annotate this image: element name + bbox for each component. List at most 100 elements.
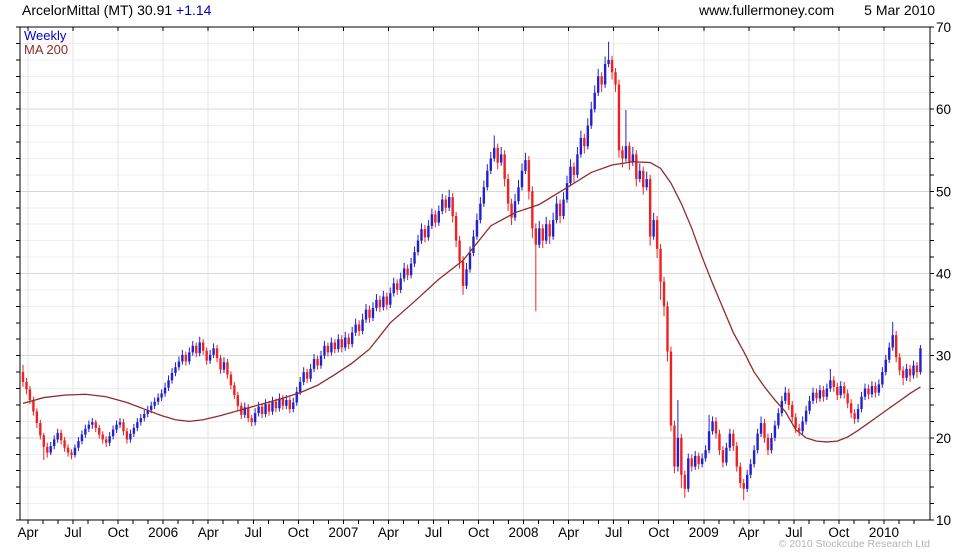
candlestick-down <box>434 214 437 223</box>
candlestick-down <box>281 398 285 406</box>
candlestick-down <box>822 390 825 397</box>
x-axis-label: Jul <box>64 525 81 540</box>
candlestick-down <box>316 358 319 366</box>
candlestick-down <box>766 437 770 451</box>
candlestick-up <box>271 401 274 412</box>
candlestick-down <box>655 220 659 249</box>
candlestick-down <box>347 337 350 345</box>
candlestick-up <box>773 425 777 438</box>
candlestick-up <box>208 354 212 361</box>
candlestick-up <box>91 422 94 425</box>
candlestick-down <box>635 154 638 180</box>
candlestick-down <box>247 407 250 419</box>
candlestick-down <box>233 385 236 396</box>
candlestick-up <box>475 220 479 237</box>
candlestick-up <box>756 433 759 451</box>
candlestick-up <box>285 400 288 406</box>
legend-ma200: MA 200 <box>24 42 69 57</box>
y-axis-label: 30 <box>936 349 951 364</box>
candlestick-up <box>361 319 364 332</box>
candlestick-down <box>229 374 233 386</box>
candlestick-down <box>260 406 264 415</box>
candlestick-up <box>905 368 908 378</box>
candlestick-up <box>801 421 804 432</box>
candlestick-down <box>39 423 42 436</box>
candlestick-up <box>818 390 822 399</box>
candlestick-up <box>586 125 589 147</box>
candlestick-up <box>652 220 655 237</box>
candlestick-down <box>454 215 458 241</box>
candlestick-down <box>201 342 205 351</box>
y-axis-label: 20 <box>936 431 951 446</box>
candlestick-down <box>846 393 849 404</box>
candlestick-down <box>548 224 551 237</box>
x-axis-label: 2008 <box>509 525 539 540</box>
candlestick-down <box>226 362 229 375</box>
candlestick-down <box>680 437 683 475</box>
candlestick-down <box>104 439 108 443</box>
candlestick-up <box>645 179 648 188</box>
candlestick-up <box>569 166 572 184</box>
candlestick-up <box>177 361 181 368</box>
candlestick-up <box>243 407 246 415</box>
candlestick-up <box>856 409 860 419</box>
candlestick-up <box>354 324 357 333</box>
candlestick-up <box>118 422 122 425</box>
candlestick-up <box>770 437 773 451</box>
candlestick-up <box>499 154 503 163</box>
candlestick-up <box>565 183 569 200</box>
candlestick-down <box>901 370 905 378</box>
candlestick-up <box>839 386 842 396</box>
candlestick-down <box>326 345 330 353</box>
candlestick-down <box>305 372 309 379</box>
candlestick-down <box>531 191 534 229</box>
candlestick-up <box>593 92 596 110</box>
candlestick-up <box>829 380 832 389</box>
x-axis-label: Oct <box>648 525 669 540</box>
candlestick-up <box>212 348 215 355</box>
candlestick-down <box>250 418 253 423</box>
price-change: +1.14 <box>176 2 212 18</box>
candlestick-down <box>219 358 222 370</box>
candlestick-up <box>579 137 583 155</box>
candlestick-down <box>534 228 538 245</box>
candlestick-down <box>915 365 919 373</box>
candlestick-up <box>472 236 475 253</box>
chart-title: ArcelorMittal (MT) 30.91 +1.14 <box>22 1 211 19</box>
candlestick-down <box>874 386 877 393</box>
candlestick-up <box>299 381 302 392</box>
candlestick-up <box>777 413 780 426</box>
candlestick-up <box>863 388 867 397</box>
x-axis-label: Jul <box>785 525 802 540</box>
candlestick-down <box>70 452 73 456</box>
candlestick-down <box>195 345 198 354</box>
candlestick-down <box>797 427 801 432</box>
x-axis-label: Apr <box>558 525 580 540</box>
candlestick-down <box>683 474 687 489</box>
candlestick-up <box>309 368 312 379</box>
y-axis-label: 10 <box>936 513 951 528</box>
candlestick-down <box>617 84 621 151</box>
candlestick-down <box>340 339 343 348</box>
candlestick-up <box>87 424 91 429</box>
candlestick-down <box>787 392 790 405</box>
candlestick-up <box>392 283 395 294</box>
candlestick-down <box>205 350 208 361</box>
candlestick-up <box>160 393 163 398</box>
candlestick-up <box>430 214 434 226</box>
x-axis-label: Jul <box>425 525 442 540</box>
candlestick-up <box>56 432 59 440</box>
candlestick-down <box>794 417 797 428</box>
candlestick-up <box>704 450 707 459</box>
candlestick-up <box>912 365 915 376</box>
candlestick-up <box>808 400 811 411</box>
candlestick-up <box>371 308 375 318</box>
candlestick-up <box>222 362 226 370</box>
candlestick-up <box>389 293 392 305</box>
candlestick-down <box>35 411 39 424</box>
x-axis-label: Oct <box>468 525 489 540</box>
candlestick-down <box>21 372 25 382</box>
website-link[interactable]: www.fullermoney.com <box>699 2 835 18</box>
candlestick-up <box>687 458 690 489</box>
